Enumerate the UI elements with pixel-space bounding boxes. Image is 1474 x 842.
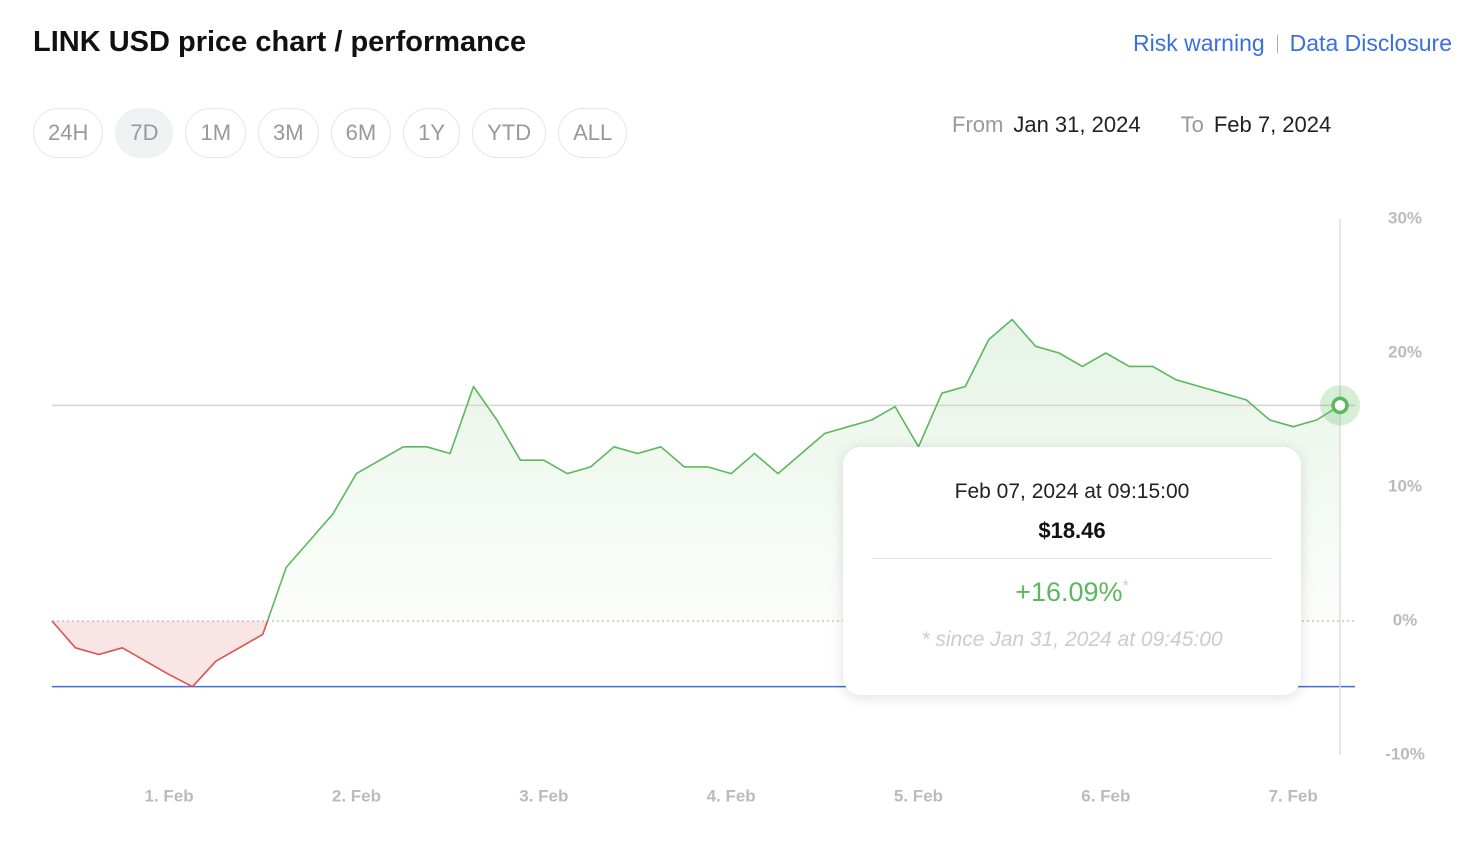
from-date[interactable]: Jan 31, 2024 (1013, 112, 1141, 137)
link[interactable]: Data Disclosure (1289, 30, 1452, 56)
x-tick-label: 2. Feb (332, 786, 381, 805)
y-tick-label: 30% (1388, 208, 1422, 227)
x-tick-label: 1. Feb (145, 786, 194, 805)
range-button[interactable]: 1M (185, 108, 247, 158)
link[interactable]: Risk warning (1133, 30, 1265, 56)
y-tick-label: 20% (1388, 342, 1422, 361)
x-tick-label: 6. Feb (1081, 786, 1130, 805)
x-tick-label: 4. Feb (707, 786, 756, 805)
range-button[interactable]: 3M (258, 108, 319, 158)
range-button[interactable]: 6M (330, 108, 392, 158)
y-tick-label: 10% (1388, 476, 1422, 495)
separator (1276, 34, 1278, 53)
tooltip: Feb 07, 2024 at 09:15:00 $18.46 +16.09%*… (843, 447, 1301, 695)
divider (872, 558, 1272, 559)
range-buttons: 24H 7D 1M 3M 6M 1Y YTD ALL (33, 108, 628, 158)
range-button[interactable]: YTD (472, 108, 547, 158)
x-tick-label: 3. Feb (519, 786, 568, 805)
hover-point (1331, 396, 1349, 415)
x-tick-label: 5. Feb (894, 786, 943, 805)
range-button[interactable]: 24H (33, 108, 104, 158)
tooltip-note: * since Jan 31, 2024 at 09:45:00 (921, 628, 1223, 651)
header-links: Risk warning Data Disclosure (1133, 30, 1452, 57)
tooltip-date: Feb 07, 2024 at 09:15:00 (954, 480, 1190, 503)
price-line (51, 318, 1341, 688)
to-label: To (1180, 112, 1204, 137)
tooltip-change: +16.09%* (843, 577, 1301, 608)
change-value: +16.09% (1015, 577, 1123, 607)
range-button[interactable]: 7D (115, 108, 174, 158)
page-title: LINK USD price chart / performance (33, 26, 527, 58)
from-label: From (952, 112, 1004, 137)
date-range: From Jan 31, 2024 To Feb 7, 2024 (952, 112, 1361, 138)
asterisk: * (1122, 578, 1129, 595)
to-date[interactable]: Feb 7, 2024 (1213, 112, 1332, 137)
range-button[interactable]: ALL (558, 108, 628, 158)
range-button[interactable]: 1Y (403, 108, 461, 158)
y-tick-label: -10% (1385, 744, 1425, 763)
x-tick-label: 7. Feb (1269, 786, 1318, 805)
y-tick-label: 0% (1393, 610, 1418, 629)
tooltip-price: $18.46 (1038, 518, 1106, 543)
